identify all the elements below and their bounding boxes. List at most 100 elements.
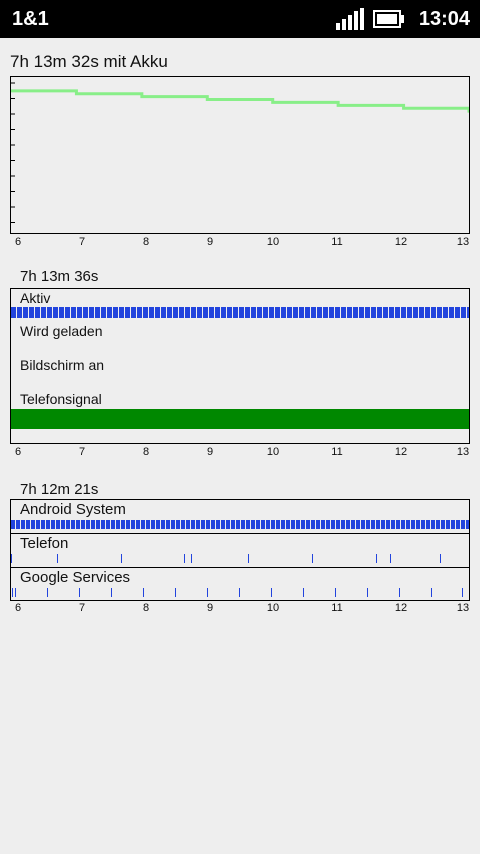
android-system-segment (191, 520, 195, 529)
android-system-segment (216, 520, 220, 529)
telefon-tick (440, 554, 441, 563)
android-system-segment (461, 520, 465, 529)
divider (11, 533, 469, 534)
active-segment (125, 307, 130, 318)
active-segment (341, 307, 346, 318)
android-system-segment (141, 520, 145, 529)
x-tick-label: 6 (14, 602, 22, 614)
android-system-segment (206, 520, 210, 529)
android-system-segment (261, 520, 265, 529)
telefon-tick (57, 554, 58, 563)
active-segment (71, 307, 76, 318)
android-system-segment (256, 520, 260, 529)
google-services-tick (367, 588, 368, 597)
x-tick-label: 8 (142, 236, 150, 248)
active-segment (191, 307, 196, 318)
active-bar (11, 307, 469, 318)
x-tick-label: 13 (456, 602, 470, 614)
carrier-name: 1&1 (12, 8, 49, 30)
active-segment (95, 307, 100, 318)
android-system-segment (181, 520, 185, 529)
android-system-segment (86, 520, 90, 529)
android-system-segment (341, 520, 345, 529)
android-system-segment (171, 520, 175, 529)
active-segment (35, 307, 40, 318)
active-segment (257, 307, 262, 318)
android-system-segment (416, 520, 420, 529)
active-segment (83, 307, 88, 318)
android-system-segment (396, 520, 400, 529)
android-system-segment (26, 520, 30, 529)
active-segment (419, 307, 424, 318)
apps-chart[interactable]: Android System Telefon Google Services (10, 499, 470, 601)
android-system-segment (251, 520, 255, 529)
active-segment (209, 307, 214, 318)
android-system-segment (456, 520, 460, 529)
divider (11, 567, 469, 568)
android-system-segment (356, 520, 360, 529)
battery-chart-svg (11, 82, 469, 223)
active-segment (395, 307, 400, 318)
android-system-segment (411, 520, 415, 529)
active-segment (365, 307, 370, 318)
battery-level-chart[interactable] (10, 76, 470, 234)
x-tick-label: 10 (266, 446, 280, 458)
google-services-tick (15, 588, 16, 597)
android-system-segment (116, 520, 120, 529)
active-segment (413, 307, 418, 318)
android-system-segment (236, 520, 240, 529)
active-segment (389, 307, 394, 318)
android-system-segment (51, 520, 55, 529)
telefon-tick (248, 554, 249, 563)
android-system-segment (166, 520, 170, 529)
x-tick-label: 11 (331, 236, 343, 248)
active-segment (263, 307, 268, 318)
active-segment (77, 307, 82, 318)
battery-icon (373, 10, 405, 28)
android-system-segment (21, 520, 25, 529)
android-system-segment (111, 520, 115, 529)
active-segment (239, 307, 244, 318)
details-chart[interactable]: Aktiv Wird geladen Bildschirm an Telefon… (10, 288, 470, 444)
android-system-segment (331, 520, 335, 529)
google-services-tick (207, 588, 208, 597)
android-system-segment (161, 520, 165, 529)
android-system-segment (466, 520, 469, 529)
android-system-segment (431, 520, 435, 529)
x-tick-label: 7 (78, 236, 86, 248)
active-segment (221, 307, 226, 318)
active-segment (431, 307, 436, 318)
active-segment (149, 307, 154, 318)
android-system-segment (96, 520, 100, 529)
active-segment (113, 307, 118, 318)
google-services-tick (303, 588, 304, 597)
x-tick-label: 10 (266, 236, 280, 248)
android-system-segment (36, 520, 40, 529)
active-segment (167, 307, 172, 318)
android-system-segment (401, 520, 405, 529)
telefon-bar (11, 554, 441, 563)
android-system-segment (16, 520, 20, 529)
android-system-bar (11, 520, 469, 529)
android-system-segment (316, 520, 320, 529)
android-system-segment (81, 520, 85, 529)
android-system-segment (246, 520, 250, 529)
active-segment (89, 307, 94, 318)
active-segment (155, 307, 160, 318)
google-services-bar (12, 588, 463, 597)
android-system-segment (56, 520, 60, 529)
android-system-segment (266, 520, 270, 529)
active-segment (353, 307, 358, 318)
app-label-android-system: Android System (20, 501, 126, 518)
active-segment (335, 307, 340, 318)
active-segment (233, 307, 238, 318)
android-system-segment (71, 520, 75, 529)
google-services-tick (143, 588, 144, 597)
active-segment (29, 307, 34, 318)
active-segment (203, 307, 208, 318)
android-system-segment (231, 520, 235, 529)
android-system-segment (406, 520, 410, 529)
android-system-segment (11, 520, 15, 529)
telefon-tick (312, 554, 313, 563)
active-segment (53, 307, 58, 318)
